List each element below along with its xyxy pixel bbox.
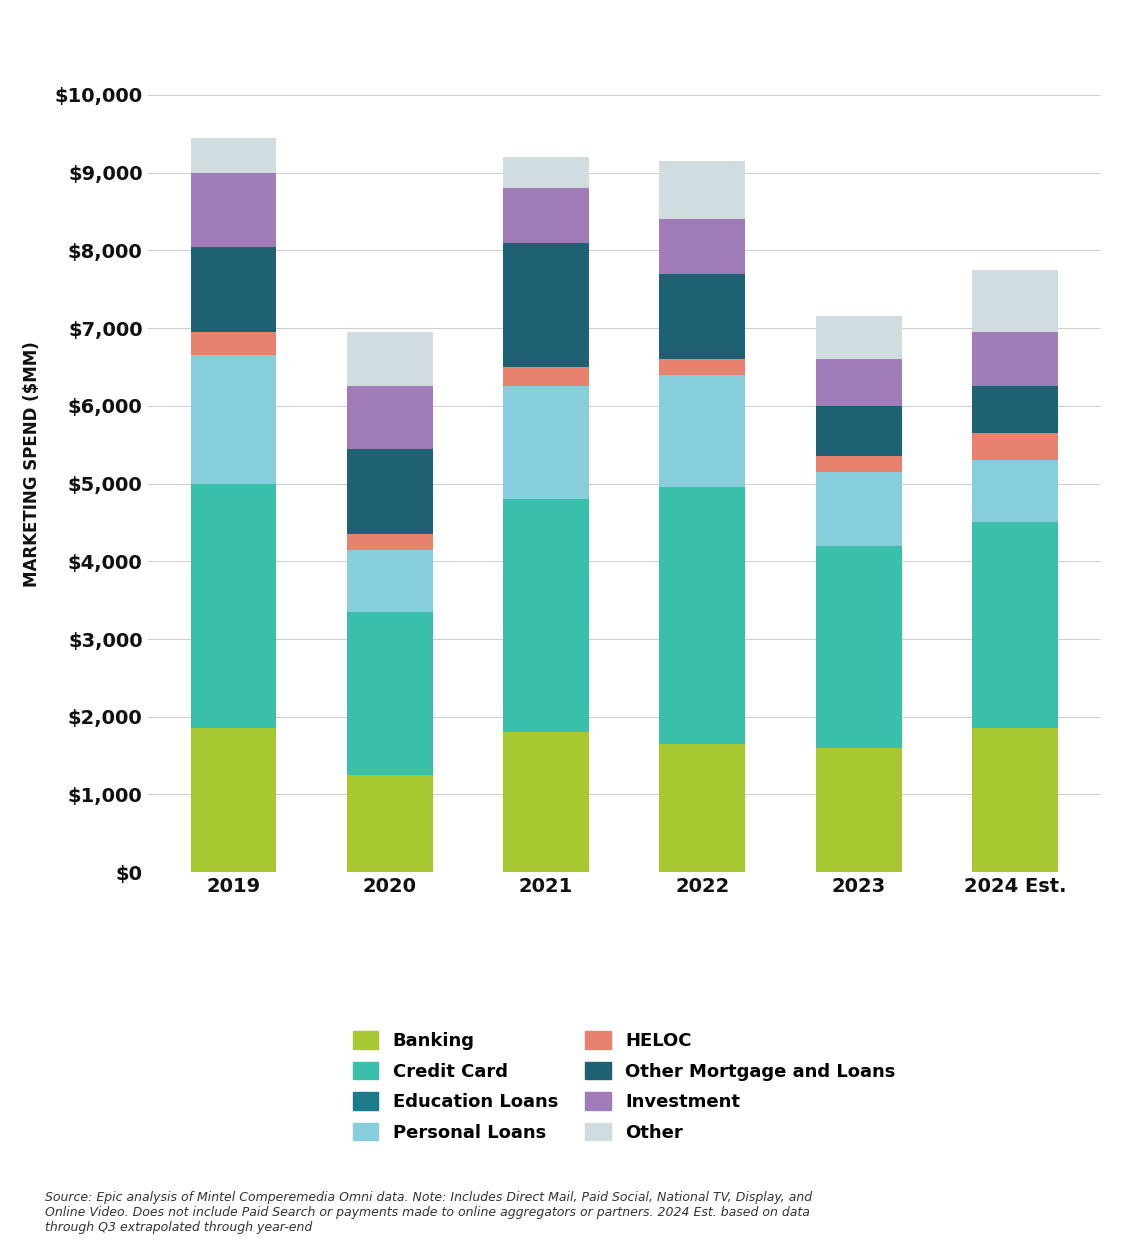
Bar: [659, 274, 746, 359]
Bar: [191, 331, 277, 355]
Bar: [191, 173, 277, 247]
Y-axis label: MARKETING SPEND ($MM): MARKETING SPEND ($MM): [23, 341, 41, 587]
Bar: [503, 243, 589, 368]
Bar: [347, 535, 432, 549]
Bar: [659, 219, 746, 274]
Bar: [191, 729, 277, 872]
Bar: [347, 549, 432, 612]
Bar: [191, 483, 277, 729]
Bar: [347, 612, 432, 775]
Bar: [972, 386, 1058, 434]
Bar: [503, 157, 589, 188]
Bar: [191, 247, 277, 331]
Bar: [816, 406, 901, 456]
Bar: [972, 331, 1058, 386]
Bar: [972, 460, 1058, 522]
Bar: [503, 386, 589, 500]
Legend: Banking, Credit Card, Education Loans, Personal Loans, HELOC, Other Mortgage and: Banking, Credit Card, Education Loans, P…: [346, 1024, 902, 1149]
Bar: [816, 359, 901, 406]
Bar: [347, 331, 432, 386]
Bar: [659, 487, 746, 744]
Text: TOTAL CONSUMER FINANCIAL PRODUCT ADVERTISING: TOTAL CONSUMER FINANCIAL PRODUCT ADVERTI…: [106, 36, 1029, 66]
Text: Source: Epic analysis of Mintel Comperemedia Omni data. Note: Includes Direct Ma: Source: Epic analysis of Mintel Comperem…: [45, 1190, 813, 1234]
Bar: [503, 188, 589, 243]
Bar: [972, 270, 1058, 331]
Bar: [972, 522, 1058, 729]
Bar: [816, 472, 901, 546]
Bar: [503, 368, 589, 386]
Bar: [347, 449, 432, 535]
Bar: [816, 316, 901, 359]
Bar: [191, 355, 277, 483]
Bar: [347, 386, 432, 449]
Bar: [816, 546, 901, 748]
Bar: [503, 500, 589, 733]
Bar: [659, 161, 746, 219]
Bar: [972, 434, 1058, 460]
Bar: [659, 375, 746, 487]
Bar: [972, 729, 1058, 872]
Bar: [659, 359, 746, 375]
Bar: [816, 748, 901, 872]
Bar: [659, 744, 746, 872]
Bar: [503, 733, 589, 872]
Bar: [191, 137, 277, 173]
Bar: [347, 775, 432, 872]
Bar: [816, 456, 901, 472]
